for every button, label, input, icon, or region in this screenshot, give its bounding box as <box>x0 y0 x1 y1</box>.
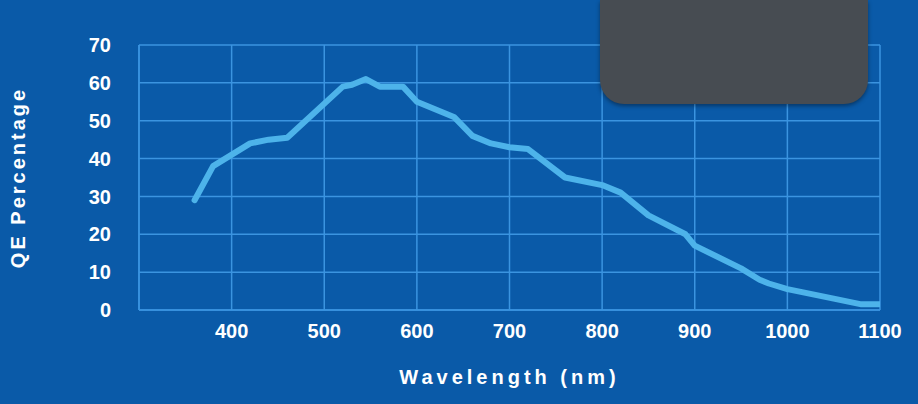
svg-text:700: 700 <box>493 320 526 342</box>
svg-text:Wavelength (nm): Wavelength (nm) <box>399 366 619 388</box>
svg-text:60: 60 <box>89 72 111 94</box>
svg-text:QE Percentage: QE Percentage <box>7 87 29 268</box>
svg-text:900: 900 <box>678 320 711 342</box>
svg-text:20: 20 <box>89 223 111 245</box>
svg-text:1000: 1000 <box>765 320 810 342</box>
svg-text:40: 40 <box>89 148 111 170</box>
svg-text:50: 50 <box>89 110 111 132</box>
svg-text:800: 800 <box>585 320 618 342</box>
svg-text:10: 10 <box>89 261 111 283</box>
svg-text:400: 400 <box>215 320 248 342</box>
svg-text:500: 500 <box>308 320 341 342</box>
svg-text:600: 600 <box>400 320 433 342</box>
svg-text:0: 0 <box>100 299 111 321</box>
svg-text:70: 70 <box>89 34 111 56</box>
svg-text:30: 30 <box>89 186 111 208</box>
svg-text:1100: 1100 <box>858 320 901 342</box>
